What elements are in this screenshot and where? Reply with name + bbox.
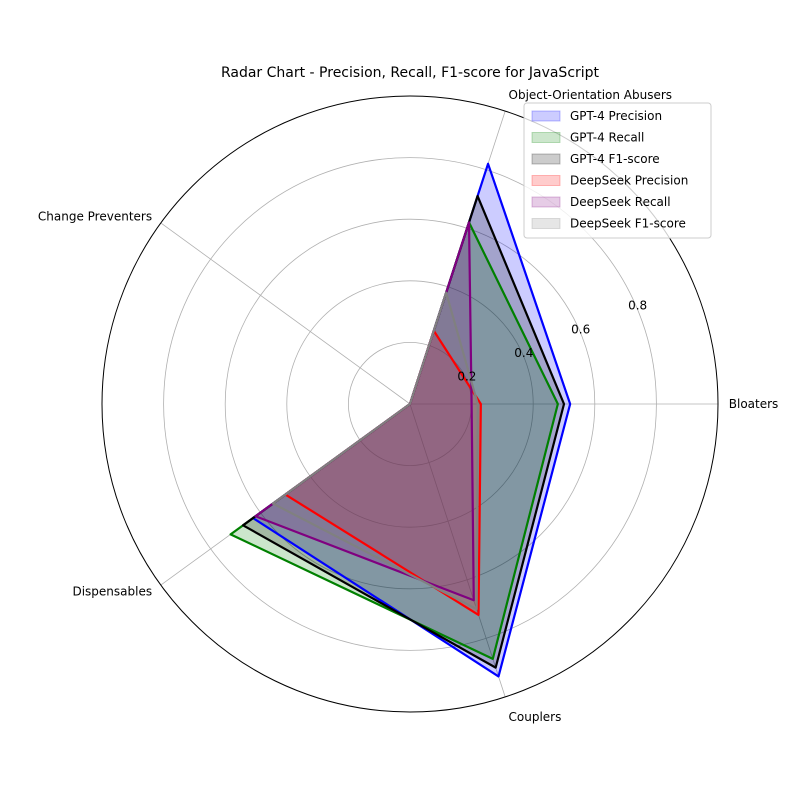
grid-spoke-4 <box>409 403 506 698</box>
legend-label: DeepSeek Recall <box>570 195 671 209</box>
legend-swatch <box>531 110 561 122</box>
legend-label: GPT-4 Precision <box>570 109 662 123</box>
legend-label: GPT-4 F1-score <box>570 152 660 166</box>
legend-swatch <box>531 218 561 229</box>
legend: GPT-4 Precision GPT-4 Recall GPT-4 F1-scor… <box>523 102 712 239</box>
series-fill-3 <box>285 330 481 615</box>
r-tick-label: 0.8 <box>628 299 647 313</box>
legend-label: DeepSeek Precision <box>570 174 688 188</box>
series-fill-2 <box>243 196 565 668</box>
category-label: Object-Orientation Abusers <box>509 88 673 102</box>
r-tick-label: 0.4 <box>514 346 533 360</box>
labels: 0.2 0.4 0.6 0.8 Bloaters Object-Orientation A… <box>38 88 778 724</box>
series-line-5 <box>271 291 479 611</box>
category-label: Couplers <box>509 710 562 724</box>
legend-label: DeepSeek F1-score <box>570 217 686 231</box>
series-fill-0 <box>253 163 571 677</box>
legend-swatch <box>531 196 561 208</box>
category-label: Bloaters <box>729 397 779 411</box>
legend-swatch <box>531 175 561 186</box>
grid-spoke-2 <box>160 222 411 405</box>
category-label: Dispensables <box>72 584 152 598</box>
legend-label: GPT-4 Recall <box>570 131 644 145</box>
chart-title: Radar Chart - Precision, Recall, F1-scor… <box>221 65 600 81</box>
r-tick-label: 0.6 <box>571 322 590 336</box>
r-tick-label: 0.2 <box>457 369 476 383</box>
outer-frame <box>101 95 719 713</box>
legend-box <box>523 102 712 239</box>
series-layer <box>229 162 572 678</box>
legend-swatch <box>531 153 561 165</box>
category-label: Change Preventers <box>38 210 152 224</box>
series-fill-4 <box>255 222 474 601</box>
legend-swatch <box>531 132 561 143</box>
